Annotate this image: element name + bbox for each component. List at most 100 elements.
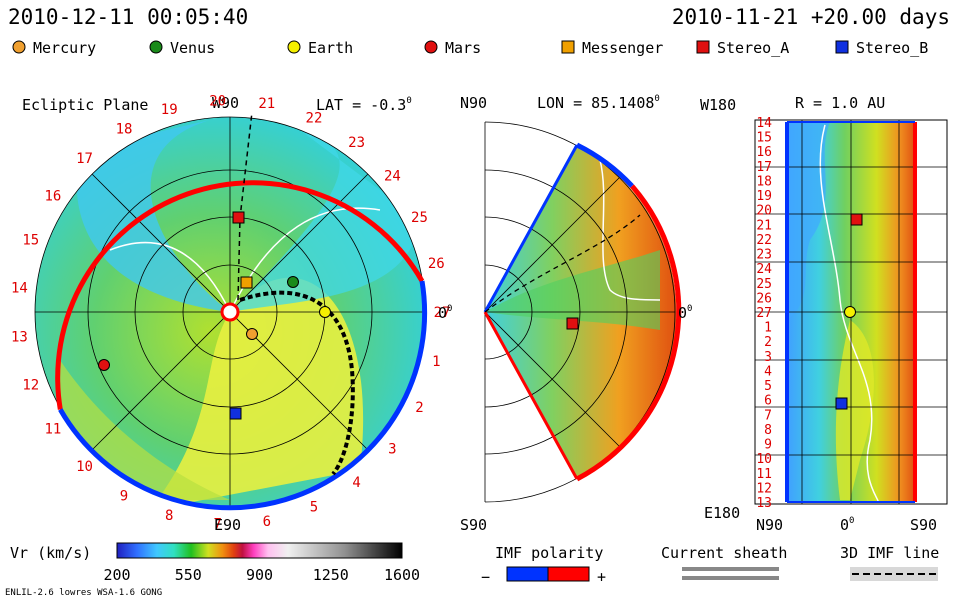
ecliptic-longitude-label: 11: [44, 421, 61, 437]
radial-row-label: 20: [756, 204, 772, 219]
legend-mercury-label: Mercury: [33, 39, 96, 57]
colorbar-tick-label: 900: [246, 566, 273, 584]
meridional-rim-red: [575, 184, 682, 482]
meridional-grid-spoke: [484, 177, 620, 313]
run-label: 2010-11-21 +20.00 days: [672, 5, 950, 29]
stereo-a-radial-marker: [850, 213, 863, 226]
ecliptic-longitude-label: 4: [352, 475, 360, 491]
stereo-a-meridional-marker: [566, 317, 579, 330]
ecliptic-longitude-label: 3: [388, 441, 396, 457]
ecliptic-longitude-label: 16: [44, 189, 61, 205]
ecliptic-longitude-label: 18: [116, 121, 133, 137]
ecliptic-longitude-label: 7: [213, 517, 221, 533]
ecliptic-longitude-label: 5: [310, 500, 318, 516]
radial-row-labels: 1415161718192021222324252627123456789101…: [756, 116, 772, 511]
ecliptic-longitude-label: 20: [209, 93, 226, 109]
radial-row-label: 1: [764, 321, 772, 336]
meridional-right-label: 00: [678, 304, 692, 322]
radial-x-left-label: N90: [756, 516, 783, 534]
legend-stereo-b-label: Stereo_B: [856, 39, 928, 57]
radial-row-label: 16: [756, 145, 772, 160]
meridional-green-band: [485, 250, 660, 330]
radial-row-label: 14: [756, 116, 772, 131]
imf-line-meridional: [484, 214, 641, 313]
current-sheath-swatch-1: [682, 567, 779, 571]
ecliptic-right-label: 00: [438, 304, 452, 322]
meridional-grid-spoke: [484, 311, 620, 447]
legend-stereo-a-label: Stereo_A: [717, 39, 789, 57]
mercury-marker: [246, 328, 258, 340]
radial-row-label: 12: [756, 481, 772, 496]
ecliptic-longitude-label: 22: [306, 110, 323, 126]
ecliptic-longitude-label: 6: [263, 514, 271, 530]
colorbar-ticks: 200 550 900 1250 1600: [103, 566, 420, 584]
legend-mars-label: Mars: [445, 39, 481, 57]
model-label: ENLIL-2.6 lowres WSA-1.6 GONG: [5, 588, 162, 598]
radial-row-label: 21: [756, 218, 772, 233]
ecliptic-longitude-label: 21: [258, 96, 275, 112]
radial-row-label: 10: [756, 452, 772, 467]
radial-bottom-left-label: E180: [704, 504, 740, 522]
ecliptic-title: Ecliptic Plane: [22, 96, 148, 114]
radial-row-label: 22: [756, 233, 772, 248]
ecliptic-longitude-label: 8: [165, 508, 173, 524]
ecliptic-longitude-label: 25: [411, 210, 428, 226]
legend-venus-marker: [149, 40, 163, 54]
imf-plus-label: +: [597, 568, 606, 586]
colorbar: [116, 542, 403, 559]
radial-row-label: 24: [756, 262, 772, 277]
legend-earth-marker: [287, 40, 301, 54]
ecliptic-lat-label: LAT = -0.30: [316, 96, 412, 114]
radial-row-label: 5: [764, 379, 772, 394]
colorbar-tick-label: 1250: [313, 566, 349, 584]
ecliptic-top-label: W90: [212, 94, 239, 112]
imf-minus-label: −: [481, 568, 490, 586]
radial-row-label: 15: [756, 131, 772, 146]
legend-mars-marker: [424, 40, 438, 54]
meridional-bottom-label: S90: [460, 516, 487, 534]
ecliptic-rim-red: [55, 180, 425, 410]
legend-messenger-label: Messenger: [582, 39, 663, 57]
meridional-edge-blue: [483, 144, 579, 313]
ecliptic-longitude-label: 13: [11, 330, 28, 346]
legend-earth-label: Earth: [308, 39, 353, 57]
radial-row-label: 25: [756, 277, 772, 292]
radial-row-label: 8: [764, 423, 772, 438]
stereo-a-marker: [232, 211, 245, 224]
radial-row-label: 6: [764, 394, 772, 409]
stereo-b-marker: [229, 407, 242, 420]
radial-r-label: R = 1.0 AU: [795, 94, 885, 112]
radial-panel: W180 R = 1.0 AU 141516171819202122232425…: [700, 94, 948, 534]
ecliptic-longitude-label: 14: [11, 280, 28, 296]
radial-row-label: 23: [756, 248, 772, 263]
radial-x-right-label: S90: [910, 516, 937, 534]
earth-marker: [319, 306, 331, 318]
ecliptic-longitude-label: 1: [432, 354, 440, 370]
radial-row-label: 18: [756, 174, 772, 189]
ecliptic-panel: Ecliptic Plane W90 LAT = -0.30 123456789…: [11, 93, 452, 534]
mars-marker: [98, 359, 110, 371]
imf-polarity-title: IMF polarity: [495, 544, 603, 562]
ecliptic-bottom-label: E90: [214, 516, 241, 534]
colorbar-tick-label: 550: [175, 566, 202, 584]
ecliptic-longitude-label: 2: [415, 400, 423, 416]
ecliptic-rim-blue: [58, 280, 428, 511]
radial-row-label: 2: [764, 335, 772, 350]
sun-marker: [220, 302, 240, 322]
datetime-label: 2010-12-11 00:05:40: [8, 5, 248, 29]
radial-row-label: 17: [756, 160, 772, 175]
imf-negative-swatch: [506, 566, 549, 582]
radial-row-label: 19: [756, 189, 772, 204]
radial-row-label: 11: [756, 467, 772, 482]
legend-messenger-marker: [561, 40, 575, 54]
legend-stereo-b-marker: [835, 40, 849, 54]
earth-radial-marker: [844, 306, 856, 318]
radial-row-label: 3: [764, 350, 772, 365]
radial-x-mid-label: 00: [840, 516, 854, 534]
imf-positive-swatch: [547, 566, 590, 582]
radial-row-label: 26: [756, 291, 772, 306]
messenger-marker: [240, 276, 253, 289]
radial-row-label: 27: [756, 306, 772, 321]
